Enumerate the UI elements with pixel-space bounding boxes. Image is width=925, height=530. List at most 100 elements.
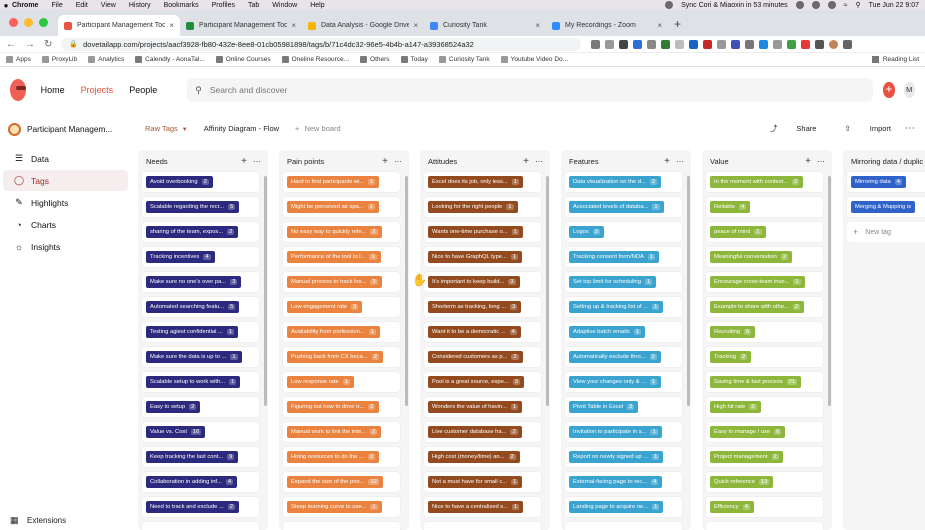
extension-icon[interactable] (787, 39, 797, 49)
close-tab-icon[interactable]: × (657, 21, 662, 30)
tag-card[interactable]: Considered customers as p... 2 (424, 347, 541, 367)
more-icon[interactable]: ⋯ (905, 122, 915, 134)
menu-file[interactable]: File (51, 1, 63, 9)
tag-card[interactable]: Pushing back from CX beca... 2 (283, 347, 400, 367)
tag-card[interactable]: Associated levels of databa... 1 (565, 197, 682, 217)
sidebar-item-tags[interactable]: ◯ Tags (3, 170, 128, 191)
tag-card[interactable]: No easy way to quickly refe... 2 (283, 222, 400, 242)
tag-card[interactable]: Scalable setup to work with... 1 (142, 372, 259, 392)
column-title[interactable]: Needs (146, 156, 168, 166)
tag-card[interactable]: Expand the size of the poo... 12 (283, 472, 400, 492)
clock[interactable]: Tue Jun 22 9:07 (868, 1, 919, 9)
meeting-reminder[interactable]: Sync Cori & Miaoxin in 53 minutes (681, 1, 788, 9)
bookmark-item[interactable]: Curiosity Tank (438, 56, 490, 63)
tag-card[interactable]: Set top limit for scheduling 1 (565, 272, 682, 292)
sidebar-item-extensions[interactable]: ▦ Extensions (10, 515, 67, 525)
tag-card[interactable]: Make sure no one's over pa... 3 (142, 272, 259, 292)
column-title[interactable]: Mirroring data / duplic (851, 156, 924, 166)
tag-card[interactable]: Tracking incentives 4 (142, 247, 259, 267)
tag-card[interactable]: Make sure the data is up to ... 1 (142, 347, 259, 367)
tag-card[interactable]: Wonders the value of havin... 1 (424, 397, 541, 417)
tag-card[interactable] (142, 522, 259, 530)
profile-icon[interactable] (829, 39, 839, 49)
bookmark-item[interactable]: Apps (6, 56, 31, 63)
tag-card[interactable]: Hard to find participants wi... 1 (283, 172, 400, 192)
extension-icon[interactable] (815, 39, 825, 49)
menu-tab[interactable]: Tab (247, 1, 260, 9)
tag-card[interactable] (565, 522, 682, 530)
tag-card[interactable]: Efficiency 4 (706, 497, 823, 517)
tag-card[interactable]: Low engagement rate 3 (283, 297, 400, 317)
tag-card[interactable]: Low response rate 1 (283, 372, 400, 392)
tag-card[interactable]: Keep tracking the last cont... 9 (142, 447, 259, 467)
menu-chrome[interactable]: Chrome (12, 1, 39, 9)
extension-icon[interactable] (717, 39, 727, 49)
tag-card[interactable]: Pivot Table in Excel 2 (565, 397, 682, 417)
column-scrollbar[interactable] (828, 176, 831, 406)
tag-card[interactable]: Testing agiest confidential ... 1 (142, 322, 259, 342)
tag-card[interactable]: Logos 2 (565, 222, 682, 242)
menu-window[interactable]: Window (272, 1, 298, 9)
tag-card[interactable]: Encourage cross-team invo... 1 (706, 272, 823, 292)
tag-card[interactable]: It's important to keep build... 3 (424, 272, 541, 292)
tag-card[interactable]: Value vs. Cost 16 (142, 422, 259, 442)
more-icon[interactable]: ⋯ (676, 156, 684, 166)
share-button[interactable]: ⤴ Share (769, 123, 817, 133)
more-icon[interactable]: ⋯ (253, 156, 261, 166)
sidebar-item-insights[interactable]: ☼ Insights (14, 241, 61, 252)
menu-help[interactable]: Help (310, 1, 325, 9)
forward-icon[interactable]: → (25, 38, 35, 50)
tag-card[interactable]: External-facing page to rec... 4 (565, 472, 682, 492)
tag-card[interactable]: sharing of the team, expos... 2 (142, 222, 259, 242)
bookmark-item[interactable]: Youtube Video Do... (500, 56, 568, 63)
tag-card[interactable]: Steep learning curve to use... 1 (283, 497, 400, 517)
add-tag-icon[interactable]: + (523, 155, 529, 167)
tag-card[interactable]: Performance of the tool to l... 1 (283, 247, 400, 267)
tag-card[interactable]: Example to share with othe... 2 (706, 297, 823, 317)
tag-card[interactable] (424, 522, 541, 530)
tag-card[interactable]: Nice to have a centralized s... 1 (424, 497, 541, 517)
tag-card[interactable]: Meaningful conversation 2 (706, 247, 823, 267)
bookmark-item[interactable]: ProxyLib (41, 56, 77, 63)
search-icon[interactable]: ⚲ (855, 2, 861, 9)
extension-icon[interactable] (633, 39, 643, 49)
maximize-window-button[interactable] (39, 18, 48, 27)
create-button[interactable]: + (883, 82, 895, 98)
column-title[interactable]: Value (710, 156, 729, 166)
tag-card[interactable]: Recruiting 6 (706, 322, 823, 342)
tag-card[interactable]: Pool is a great source, espe... 3 (424, 372, 541, 392)
add-tag-icon[interactable]: + (382, 155, 388, 167)
tag-card[interactable]: Project management 2 (706, 447, 823, 467)
status-icon[interactable] (811, 1, 820, 9)
tag-card[interactable]: Nice to have GraphQL type... 1 (424, 247, 541, 267)
extension-icon[interactable] (675, 39, 685, 49)
column-scrollbar[interactable] (687, 176, 690, 406)
tag-card[interactable]: Figuring out how to drive tr... 2 (283, 397, 400, 417)
status-icon[interactable] (827, 1, 836, 9)
sidebar-item-charts[interactable]: ◔ Charts (3, 214, 128, 235)
tag-card[interactable]: peace of mind 1 (706, 222, 823, 242)
reload-icon[interactable]: ↻ (44, 38, 53, 50)
tab-raw-tags[interactable]: Raw Tags ▼ (145, 123, 188, 133)
tag-card[interactable]: Wants one-time purchase o... 1 (424, 222, 541, 242)
extension-icon[interactable] (689, 39, 699, 49)
apple-icon[interactable]: ● (3, 0, 9, 10)
nav-projects[interactable]: Projects (80, 85, 114, 95)
menu-history[interactable]: History (128, 1, 151, 9)
tag-card[interactable]: Automated searching featu... 5 (142, 297, 259, 317)
tag-card[interactable]: Want it to be a democratic ... 4 (424, 322, 541, 342)
menu-bookmarks[interactable]: Bookmarks (163, 1, 199, 9)
close-tab-icon[interactable]: × (535, 21, 540, 30)
new-board-button[interactable]: + New board (295, 123, 341, 133)
status-icon[interactable] (665, 1, 674, 9)
tag-card[interactable]: Manual work to link the inte... 2 (283, 422, 400, 442)
tag-card[interactable]: Saving time & fast process 21 (706, 372, 823, 392)
project-switcher[interactable]: Participant Managem... (0, 113, 133, 145)
tab-affinity-diagram[interactable]: Affinity Diagram - Flow (203, 123, 280, 133)
reading-list[interactable]: Reading List (871, 56, 919, 63)
close-tab-icon[interactable]: × (291, 21, 296, 30)
more-icon[interactable]: ⋯ (394, 156, 402, 166)
tag-card[interactable]: Live customer database ha... 2 (424, 422, 541, 442)
minimize-window-button[interactable] (24, 18, 33, 27)
tag-card[interactable]: Merging & Mapping is (847, 197, 925, 217)
